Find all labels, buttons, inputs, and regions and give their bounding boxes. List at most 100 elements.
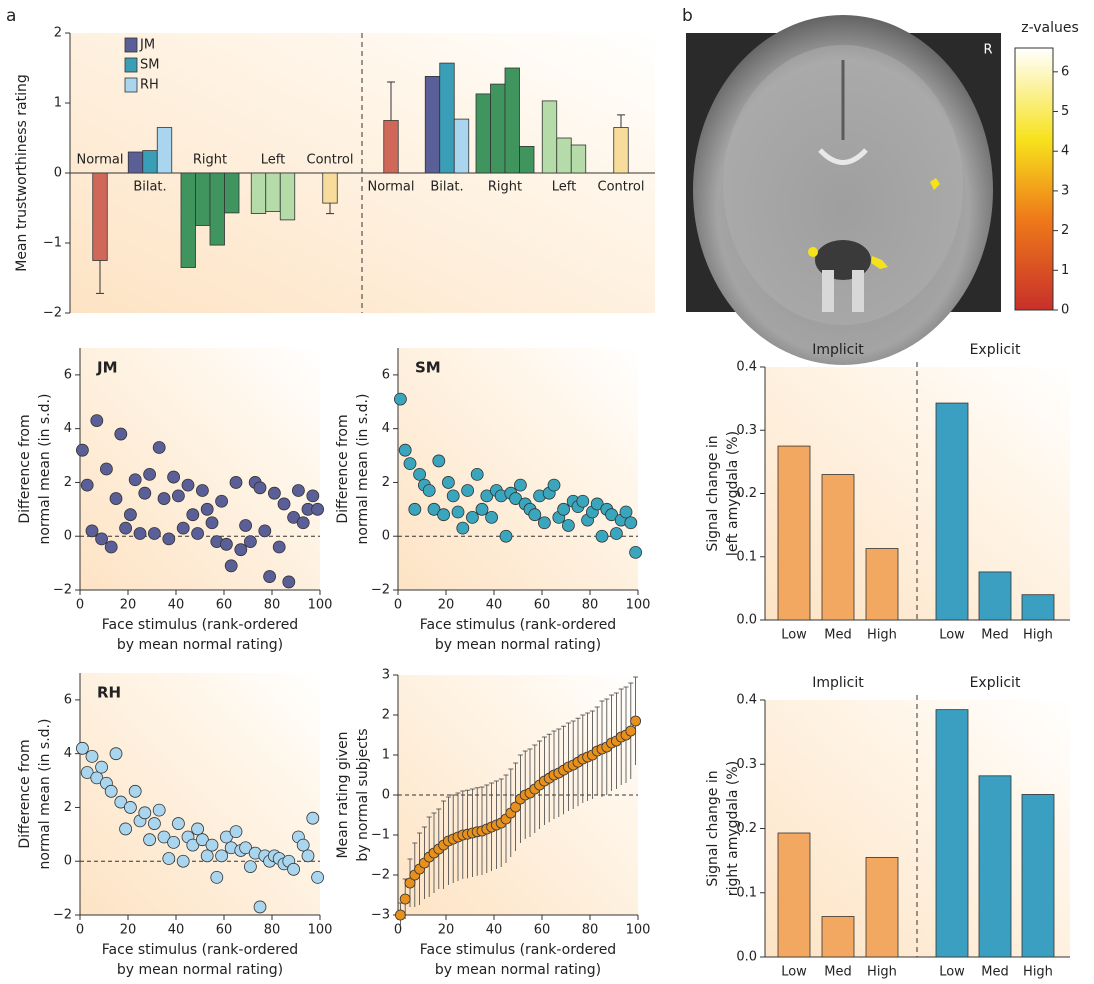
y-tick-label: −1 — [43, 236, 62, 251]
bar — [979, 572, 1011, 620]
x-tick-label: 80 — [264, 923, 281, 938]
bar — [542, 101, 557, 173]
data-point — [192, 823, 204, 835]
x-axis-label: by mean normal rating) — [117, 962, 283, 978]
y-axis-label: right amygdala (%) — [725, 761, 741, 896]
group-label: Right — [488, 180, 522, 195]
colorbar-tick-label: 3 — [1061, 183, 1069, 198]
data-point — [244, 861, 256, 873]
y-tick-label: 0.4 — [736, 360, 757, 375]
data-point — [244, 536, 256, 548]
x-tick-label: 80 — [582, 923, 599, 938]
data-point — [307, 490, 319, 502]
x-tick-label: Med — [824, 628, 851, 643]
data-point — [96, 533, 108, 545]
data-point — [414, 468, 426, 480]
data-point — [268, 487, 280, 499]
bar — [822, 917, 854, 957]
colorbar-tick-label: 0 — [1061, 303, 1069, 318]
legend-swatch — [125, 58, 137, 72]
group-label: Left — [261, 153, 285, 168]
data-point — [476, 503, 488, 515]
data-point — [254, 901, 266, 913]
data-point — [201, 503, 213, 515]
y-tick-label: −3 — [371, 908, 390, 923]
data-point — [400, 894, 410, 904]
x-tick-label: Low — [939, 628, 965, 643]
bar — [323, 173, 338, 203]
data-point — [115, 428, 127, 440]
bar — [196, 173, 211, 226]
data-point — [216, 495, 228, 507]
data-point — [283, 576, 295, 588]
y-axis-label: Mean rating given — [335, 731, 351, 858]
data-point — [206, 517, 218, 529]
bar — [181, 173, 196, 268]
data-point — [630, 546, 642, 558]
bar — [778, 446, 810, 620]
x-axis-label: Face stimulus (rank-ordered — [102, 617, 298, 633]
x-tick-label: 0 — [394, 923, 402, 938]
legend-label: JM — [139, 38, 155, 53]
y-tick-label: 0.0 — [736, 950, 757, 965]
legend-swatch — [125, 38, 137, 52]
x-tick-label: 40 — [168, 923, 185, 938]
data-point — [139, 807, 151, 819]
y-tick-label: 0.4 — [736, 693, 757, 708]
data-point — [230, 476, 242, 488]
bar — [1022, 595, 1054, 620]
y-tick-label: 2 — [54, 26, 62, 41]
data-point — [625, 517, 637, 529]
legend-label: RH — [140, 78, 159, 93]
y-tick-label: 0 — [64, 529, 72, 544]
data-point — [466, 511, 478, 523]
x-axis-label: Face stimulus (rank-ordered — [420, 617, 616, 633]
x-tick-label: 20 — [120, 923, 137, 938]
data-point — [148, 818, 160, 830]
data-point — [144, 834, 156, 846]
x-tick-label: 20 — [120, 598, 137, 613]
data-point — [134, 528, 146, 540]
y-axis-label: normal mean (in s.d.) — [37, 394, 53, 545]
data-point — [163, 533, 175, 545]
bar — [979, 776, 1011, 957]
bar — [866, 857, 898, 957]
group-label: Control — [307, 153, 354, 168]
data-point — [110, 748, 122, 760]
bar — [143, 151, 158, 173]
image-annotation: R — [983, 43, 992, 58]
y-tick-label: 3 — [382, 668, 390, 683]
x-axis-label: Face stimulus (rank-ordered — [420, 942, 616, 958]
y-tick-label: 2 — [64, 475, 72, 490]
bar — [476, 94, 491, 173]
data-point — [433, 455, 445, 467]
data-point — [172, 490, 184, 502]
data-point — [486, 511, 498, 523]
y-tick-label: 6 — [64, 367, 72, 382]
data-point — [91, 415, 103, 427]
x-tick-label: 60 — [534, 598, 551, 613]
y-axis-label: normal mean (in s.d.) — [355, 394, 371, 545]
y-tick-label: 2 — [382, 708, 390, 723]
data-point — [220, 538, 232, 550]
data-point — [201, 850, 213, 862]
x-tick-label: 20 — [438, 598, 455, 613]
legend-label: SM — [140, 58, 159, 73]
y-tick-label: −1 — [371, 828, 390, 843]
data-point — [81, 479, 93, 491]
x-tick-label: Low — [781, 628, 807, 643]
x-tick-label: 40 — [486, 598, 503, 613]
data-point — [153, 804, 165, 816]
bar — [936, 403, 968, 620]
group-label: Normal — [76, 153, 123, 168]
y-tick-label: 2 — [382, 475, 390, 490]
data-point — [76, 444, 88, 456]
data-point — [148, 528, 160, 540]
data-point — [158, 493, 170, 505]
bar — [1022, 794, 1054, 957]
colorbar-tick-label: 2 — [1061, 223, 1069, 238]
colorbar-title: z-values — [1021, 20, 1079, 36]
colorbar-tick-label: 5 — [1061, 104, 1069, 119]
data-point — [96, 761, 108, 773]
group-label: Normal — [367, 180, 414, 195]
